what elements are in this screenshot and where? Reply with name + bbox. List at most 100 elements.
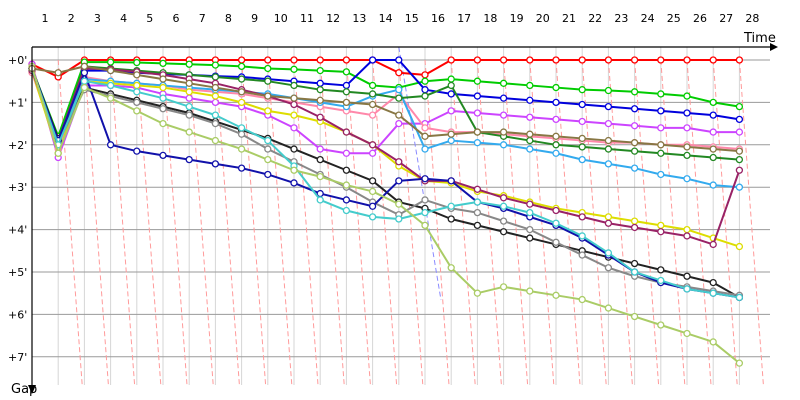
data-point (237, 145, 246, 153)
data-point (578, 56, 586, 64)
data-point (342, 88, 351, 96)
pit-marker (738, 59, 764, 386)
x-tick-label: 8 (225, 12, 232, 25)
data-point (473, 92, 482, 100)
data-point (473, 289, 482, 297)
x-axis-title: Time (743, 31, 776, 46)
data-point (657, 266, 665, 274)
data-point (290, 124, 298, 132)
y-tick-label: +0' (8, 54, 27, 67)
data-point (133, 58, 141, 67)
data-point (80, 83, 89, 92)
data-point (395, 215, 403, 223)
data-point (683, 329, 691, 338)
pit-marker (555, 59, 581, 386)
data-point (421, 86, 429, 94)
data-point (316, 113, 324, 121)
data-point (264, 56, 272, 64)
series-line (31, 63, 740, 159)
data-point (526, 287, 534, 295)
data-point (185, 79, 193, 87)
x-tick-label: 12 (326, 12, 340, 25)
data-point (657, 228, 665, 236)
data-point (106, 81, 115, 90)
data-point (159, 75, 167, 83)
data-point (342, 81, 351, 90)
data-point (133, 88, 141, 96)
data-point (447, 264, 455, 272)
series-line (31, 59, 740, 78)
pit-marker (712, 59, 738, 386)
data-point (421, 124, 429, 132)
data-point (683, 151, 691, 160)
pit-marker (57, 59, 83, 386)
data-point (657, 56, 665, 64)
data-point (211, 160, 220, 168)
pit-marker (607, 59, 633, 386)
data-point (447, 90, 455, 98)
data-point (159, 151, 167, 160)
data-point (604, 304, 613, 312)
data-point (106, 66, 115, 75)
data-point (604, 264, 613, 272)
data-point (237, 98, 246, 107)
data-point (735, 183, 744, 191)
data-point (80, 62, 89, 71)
data-point (421, 92, 429, 100)
pit-marker (110, 59, 136, 386)
series-line (31, 68, 740, 189)
data-point (237, 88, 246, 96)
data-point (264, 155, 272, 164)
data-point (657, 141, 665, 149)
data-point (578, 100, 586, 109)
y-tick-label: +1' (8, 96, 27, 109)
data-point (709, 153, 717, 162)
data-point (709, 56, 717, 64)
data-point (264, 107, 272, 115)
data-point (499, 194, 508, 202)
data-point (630, 88, 639, 96)
data-point (683, 92, 691, 100)
data-point (54, 69, 62, 77)
x-tick-label: 4 (120, 12, 127, 25)
data-point (709, 240, 717, 249)
pit-marker (686, 59, 712, 386)
data-point (211, 136, 220, 145)
data-point (735, 359, 744, 367)
data-point (735, 293, 744, 302)
data-point (368, 81, 377, 90)
x-tick-label: 17 (457, 12, 471, 25)
x-tick-label: 6 (173, 12, 180, 25)
data-point (657, 221, 665, 230)
data-point (342, 181, 351, 189)
x-tick-label: 22 (588, 12, 602, 25)
series-line (31, 61, 740, 138)
y-tick-label: +4' (8, 224, 27, 237)
series-lines (28, 56, 744, 367)
data-point (526, 234, 534, 242)
data-point (264, 64, 272, 73)
pit-marker (83, 59, 109, 386)
data-point (526, 130, 534, 138)
data-point (447, 177, 455, 185)
data-point (499, 56, 508, 64)
x-tick-label: 28 (745, 12, 759, 25)
data-point (211, 92, 220, 100)
data-point (526, 208, 534, 217)
pit-marker (529, 59, 555, 386)
data-point (526, 136, 534, 145)
data-point (683, 232, 691, 240)
data-point (499, 217, 508, 225)
data-point (264, 77, 272, 85)
data-point (316, 155, 324, 164)
data-point (683, 56, 691, 64)
data-point (211, 73, 220, 81)
data-point (473, 208, 482, 217)
data-point (290, 145, 298, 153)
data-point (683, 143, 691, 151)
data-point (342, 149, 351, 157)
pit-marker (136, 59, 162, 386)
data-point (447, 215, 455, 223)
y-tick-label: +3' (8, 181, 27, 194)
